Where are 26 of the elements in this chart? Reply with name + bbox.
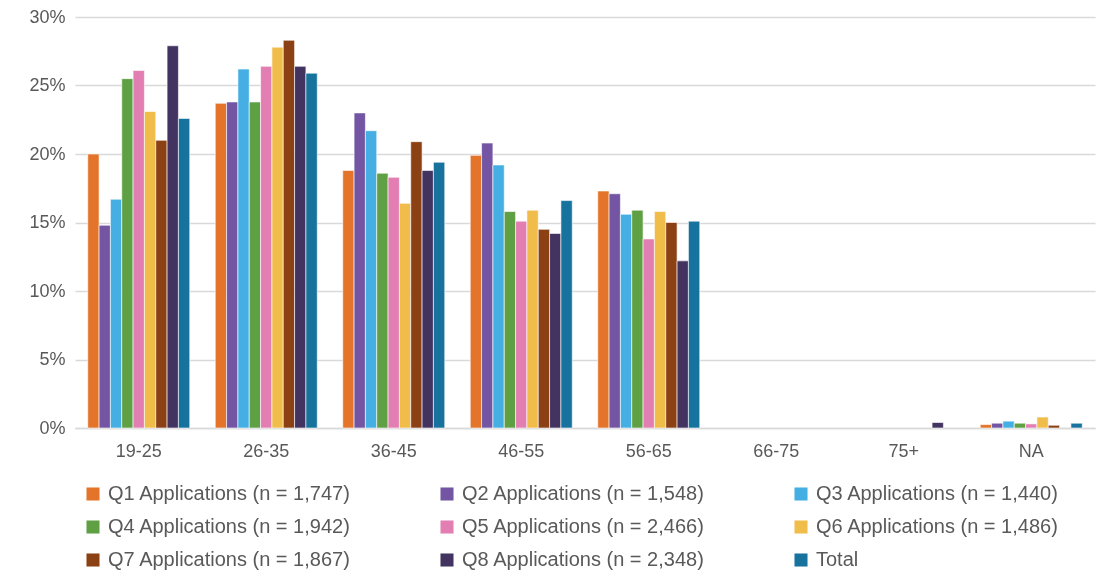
legend-label: Q3 Applications (n = 1,440) [816,482,1058,504]
y-tick-label: 10% [29,280,66,301]
legend-label: Q1 Applications (n = 1,747) [108,482,350,504]
y-tick-label: 15% [29,212,66,232]
x-tick-label: 26-35 [243,440,290,461]
bar [931,422,944,429]
y-tick-label: 5% [39,349,66,369]
bar [1070,422,1083,429]
y-tick-label: 20% [29,143,66,164]
legend-label: Q5 Applications (n = 2,466) [462,515,704,537]
x-tick-label: NA [1018,440,1044,461]
x-tick-label: 19-25 [115,440,162,461]
x-tick-label: 56-65 [625,440,672,461]
legend-label: Q8 Applications (n = 2,348) [462,548,704,570]
legend-label: Q6 Applications (n = 1,486) [816,515,1058,537]
legend-label: Q7 Applications (n = 1,867) [108,548,350,570]
x-tick-label: 36-45 [370,440,417,461]
x-tick-label: 46-55 [498,440,545,461]
x-tick-label: 66-75 [753,440,800,461]
legend-label: Q2 Applications (n = 1,548) [462,482,704,504]
y-tick-label: 25% [29,75,66,95]
legend-label: Q4 Applications (n = 1,942) [108,515,350,537]
legend-label: Total [816,548,859,570]
y-tick-label: 0% [39,417,66,438]
y-tick-label: 30% [29,6,66,27]
x-tick-label: 75+ [888,440,920,461]
